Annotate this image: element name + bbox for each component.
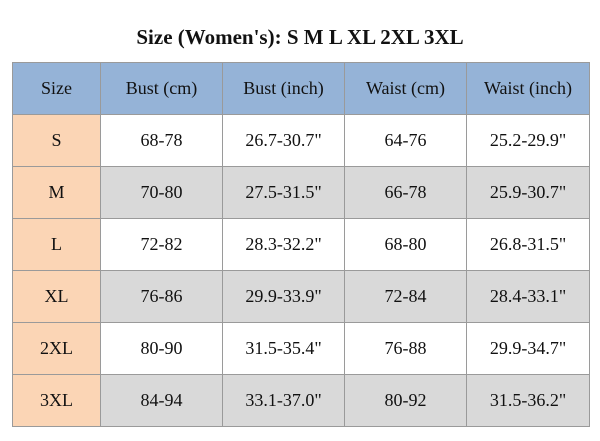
table-cell: 31.5-35.4" (222, 322, 345, 375)
table-cell: 66-78 (344, 166, 467, 219)
table-cell: 33.1-37.0" (222, 374, 345, 427)
table-cell: 27.5-31.5" (222, 166, 345, 219)
table-cell: 80-90 (100, 322, 223, 375)
size-cell: M (12, 166, 101, 219)
table-cell: 70-80 (100, 166, 223, 219)
column-header: Size (12, 62, 101, 115)
column-header: Bust (cm) (100, 62, 223, 115)
table-cell: 64-76 (344, 114, 467, 167)
size-cell: S (12, 114, 101, 167)
table-cell: 25.9-30.7" (466, 166, 590, 219)
title: Size (Women's): S M L XL 2XL 3XL (136, 25, 464, 49)
size-cell: XL (12, 270, 101, 323)
column-header: Bust (inch) (222, 62, 345, 115)
size-cell: 3XL (12, 374, 101, 427)
table-body: S 68-78 26.7-30.7" 64-76 25.2-29.9" M 70-80 27.… (12, 114, 590, 427)
table-cell: 76-86 (100, 270, 223, 323)
table-cell: 28.3-32.2" (222, 218, 345, 271)
size-cell: L (12, 218, 101, 271)
table-cell: 84-94 (100, 374, 223, 427)
table-row: M 70-80 27.5-31.5" 66-78 25.9-30.7" (12, 166, 590, 219)
table-cell: 68-80 (344, 218, 467, 271)
table-cell: 68-78 (100, 114, 223, 167)
table-cell: 28.4-33.1" (466, 270, 590, 323)
table-cell: 76-88 (344, 322, 467, 375)
table-row: 2XL 80-90 31.5-35.4" 76-88 29.9-34.7" (12, 322, 590, 375)
table-cell: 25.2-29.9" (466, 114, 590, 167)
table-row: L 72-82 28.3-32.2" 68-80 26.8-31.5" (12, 218, 590, 271)
table-cell: 31.5-36.2" (466, 374, 590, 427)
column-header: Waist (inch) (466, 62, 590, 115)
table-row: 3XL 84-94 33.1-37.0" 80-92 31.5-36.2" (12, 374, 590, 427)
table-cell: 26.8-31.5" (466, 218, 590, 271)
header-row: Size Bust (cm) Bust (inch) Waist (cm) Waist … (12, 62, 590, 115)
size-cell: 2XL (12, 322, 101, 375)
size-table: Size Bust (cm) Bust (inch) Waist (cm) Waist … (12, 62, 590, 427)
table-cell: 29.9-33.9" (222, 270, 345, 323)
table-cell: 26.7-30.7" (222, 114, 345, 167)
table-row: S 68-78 26.7-30.7" 64-76 25.2-29.9" (12, 114, 590, 167)
table-cell: 80-92 (344, 374, 467, 427)
table-cell: 72-84 (344, 270, 467, 323)
table-cell: 29.9-34.7" (466, 322, 590, 375)
column-header: Waist (cm) (344, 62, 467, 115)
table-cell: 72-82 (100, 218, 223, 271)
table-row: XL 76-86 29.9-33.9" 72-84 28.4-33.1" (12, 270, 590, 323)
